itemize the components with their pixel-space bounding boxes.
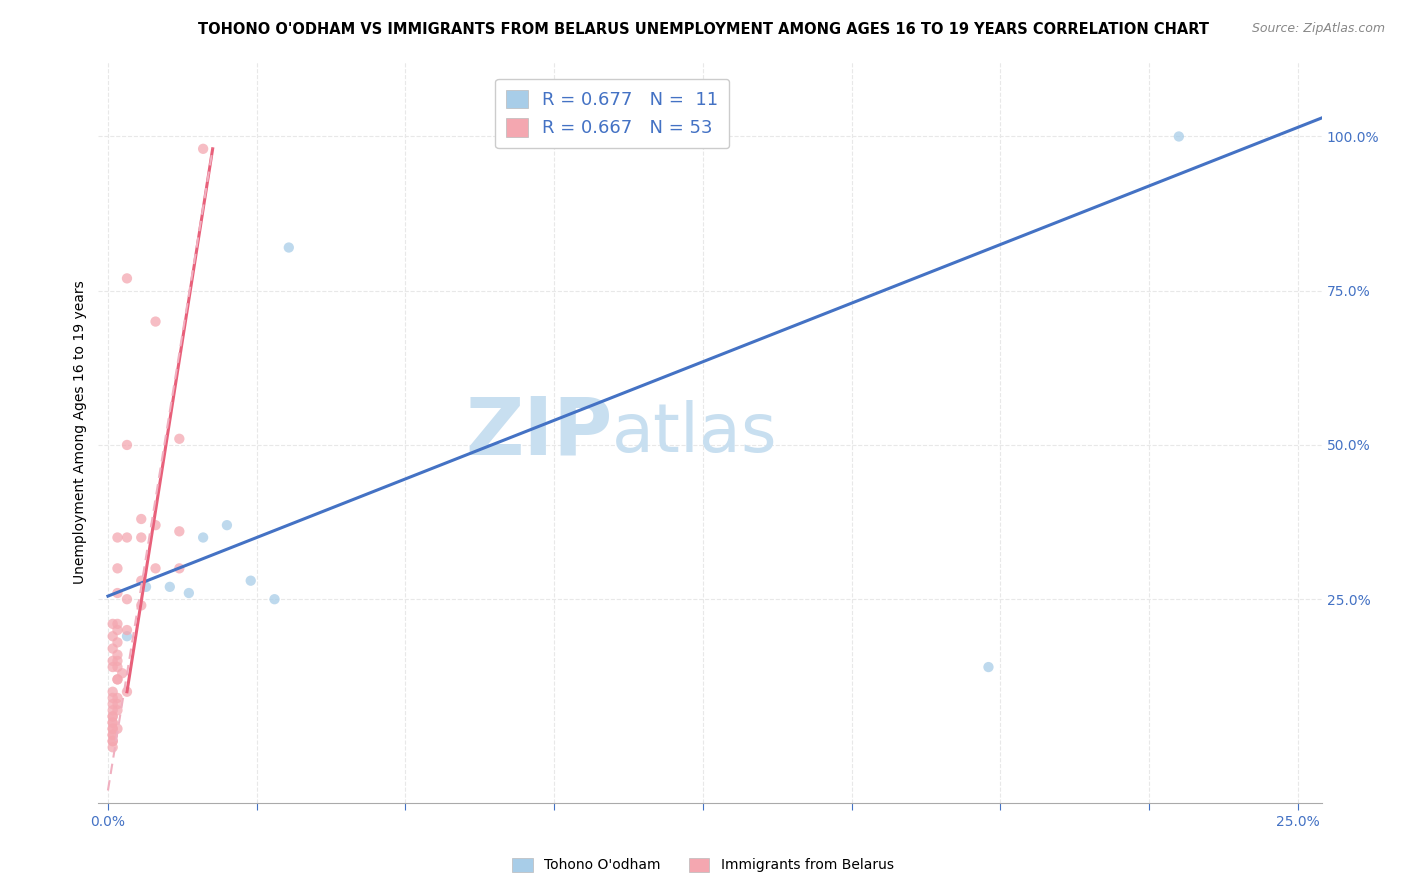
Legend: R = 0.677   N =  11, R = 0.667   N = 53: R = 0.677 N = 11, R = 0.667 N = 53 — [495, 78, 730, 148]
Point — [129, 599, 152, 613]
Point — [101, 697, 124, 711]
Point — [129, 574, 152, 588]
Point — [107, 673, 129, 687]
Point — [101, 629, 124, 643]
Point — [101, 690, 124, 705]
Point — [101, 728, 124, 742]
Point — [277, 241, 299, 255]
Point — [159, 580, 181, 594]
Point — [115, 623, 138, 637]
Point — [169, 524, 191, 539]
Point — [107, 531, 129, 545]
Point — [115, 271, 138, 285]
Text: Source: ZipAtlas.com: Source: ZipAtlas.com — [1251, 22, 1385, 36]
Point — [101, 654, 124, 668]
Point — [107, 660, 129, 674]
Point — [101, 703, 124, 717]
Point — [101, 728, 124, 742]
Point — [107, 616, 129, 631]
Point — [239, 574, 262, 588]
Point — [177, 586, 200, 600]
Point — [101, 734, 124, 748]
Point — [107, 703, 129, 717]
Point — [107, 623, 129, 637]
Point — [129, 512, 152, 526]
Point — [115, 685, 138, 699]
Point — [101, 709, 124, 723]
Point — [145, 561, 167, 575]
Point — [101, 660, 124, 674]
Point — [145, 518, 167, 533]
Point — [169, 432, 191, 446]
Point — [191, 142, 214, 156]
Point — [107, 654, 129, 668]
Point — [1167, 129, 1189, 144]
Point — [115, 438, 138, 452]
Point — [107, 648, 129, 662]
Point — [107, 561, 129, 575]
Point — [107, 673, 129, 687]
Point — [101, 722, 124, 736]
Point — [169, 561, 191, 575]
Point — [107, 722, 129, 736]
Point — [215, 518, 238, 533]
Point — [115, 629, 138, 643]
Point — [107, 586, 129, 600]
Point — [101, 685, 124, 699]
Point — [191, 531, 214, 545]
Point — [129, 531, 152, 545]
Point — [107, 690, 129, 705]
Text: ZIP: ZIP — [465, 393, 612, 472]
Point — [101, 715, 124, 730]
Point — [977, 660, 1000, 674]
Point — [101, 709, 124, 723]
Point — [101, 715, 124, 730]
Point — [107, 697, 129, 711]
Point — [101, 641, 124, 656]
Point — [101, 734, 124, 748]
Text: atlas: atlas — [612, 400, 778, 466]
Point — [263, 592, 285, 607]
Point — [115, 531, 138, 545]
Text: TOHONO O'ODHAM VS IMMIGRANTS FROM BELARUS UNEMPLOYMENT AMONG AGES 16 TO 19 YEARS: TOHONO O'ODHAM VS IMMIGRANTS FROM BELARU… — [197, 22, 1209, 37]
Point — [101, 616, 124, 631]
Point — [101, 740, 124, 755]
Point — [111, 666, 134, 681]
Point — [115, 592, 138, 607]
Point — [135, 580, 157, 594]
Y-axis label: Unemployment Among Ages 16 to 19 years: Unemployment Among Ages 16 to 19 years — [73, 281, 87, 584]
Point — [145, 315, 167, 329]
Point — [107, 635, 129, 649]
Legend: Tohono O'odham, Immigrants from Belarus: Tohono O'odham, Immigrants from Belarus — [506, 852, 900, 878]
Point — [101, 722, 124, 736]
